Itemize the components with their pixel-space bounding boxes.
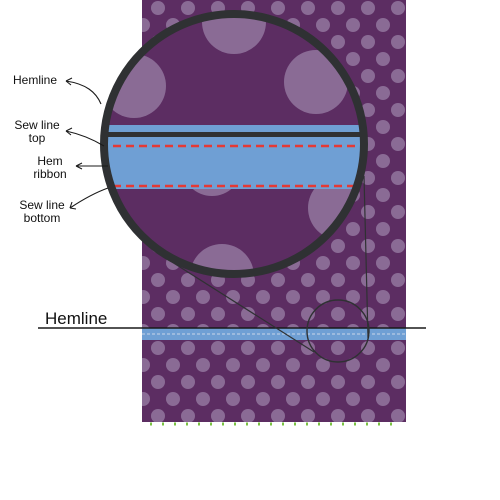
- label-hemline-zoom: Hemline: [8, 74, 62, 87]
- label-hem-ribbon-line1: Hem: [37, 154, 63, 168]
- detail-circle: [306, 299, 370, 363]
- label-sew-line-top-line1: Sew line: [14, 118, 60, 132]
- label-sew-line-top-line2: top: [28, 131, 46, 145]
- label-sew-line-bottom-line2: bottom: [23, 211, 61, 225]
- label-hem-ribbon-line2: ribbon: [33, 167, 67, 181]
- label-arrows: [65, 77, 109, 210]
- zoom-ribbon-top-strip: [104, 125, 364, 132]
- label-sew-line-bottom: Sew line bottom: [14, 199, 70, 225]
- connector-left: [171, 261, 315, 353]
- label-hemline-zoom-text: Hemline: [12, 73, 57, 87]
- connector-right: [363, 175, 369, 339]
- label-sew-line-bottom-line1: Sew line: [19, 198, 65, 212]
- magnifier-lens: [104, 14, 364, 274]
- label-hemline-main-text: Hemline: [45, 309, 108, 328]
- label-hem-ribbon: Hem ribbon: [26, 155, 74, 181]
- magnifier-rim: [100, 10, 368, 278]
- label-hemline-main: Hemline: [45, 309, 107, 328]
- label-sew-line-top: Sew line top: [10, 119, 64, 145]
- zoom-hemline-bar: [104, 132, 364, 137]
